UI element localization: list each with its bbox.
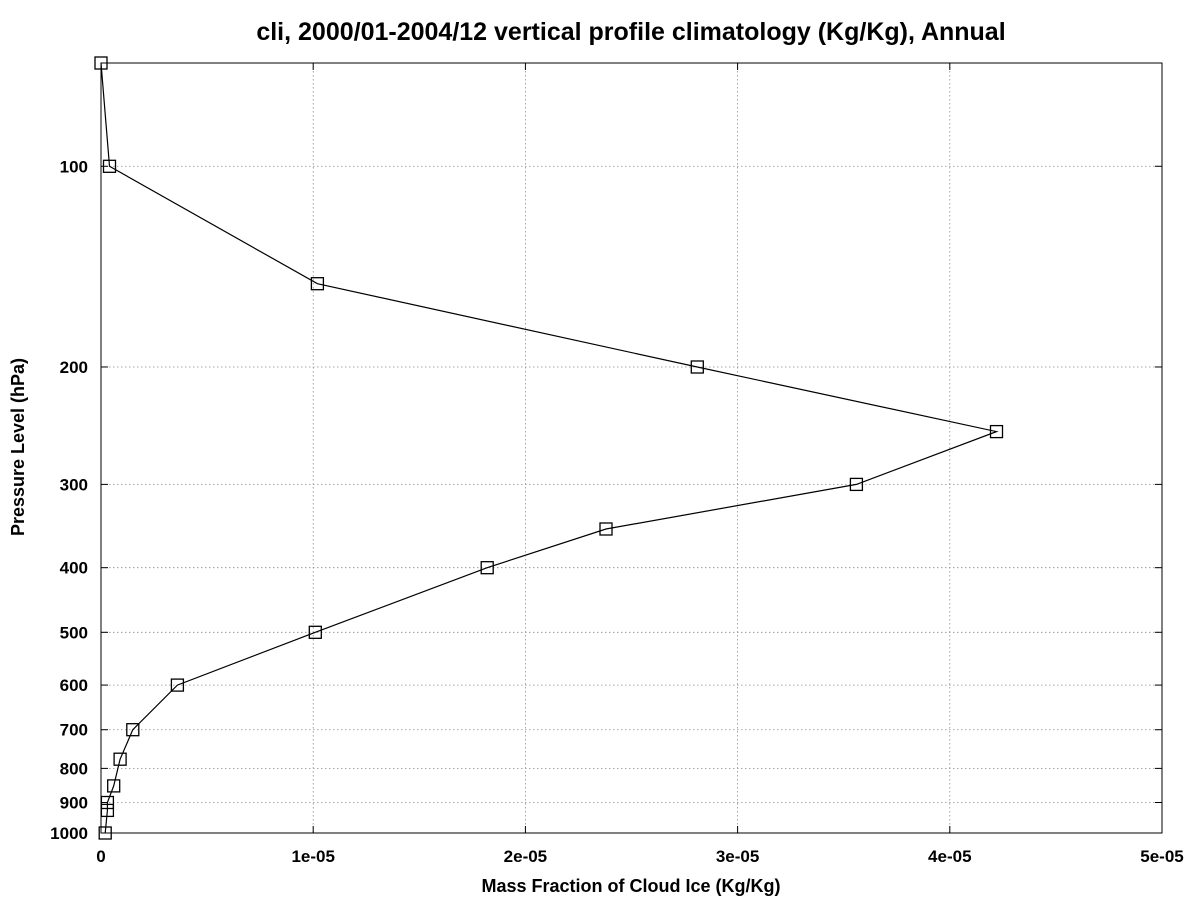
x-tick-label: 3e-05 [716,847,759,866]
y-tick-label: 400 [60,559,88,578]
data-point [849,477,864,492]
series-line [100,62,999,834]
axis-ticks: 0 1e-05 2e-05 3e-05 4e-05 5e-05 100 200 300 400 50… [50,63,1184,866]
data-point [102,159,117,173]
data-point [989,424,1004,439]
data-point [98,826,112,840]
y-tick-label: 600 [60,676,88,695]
y-tick-label: 100 [60,157,88,176]
x-axis-label: Mass Fraction of Cloud Ice (Kg/Kg) [481,876,780,896]
data-point [690,360,704,374]
data-point [308,625,322,639]
data-point [480,561,494,575]
x-tick-label: 4e-05 [928,847,971,866]
grid [101,63,1162,833]
x-tick-label: 1e-05 [291,847,334,866]
y-axis-label: Pressure Level (hPa) [8,358,28,536]
y-tick-label: 1000 [50,824,88,843]
data-point [94,56,108,70]
data-point [100,795,115,810]
y-tick-label: 800 [60,759,88,778]
data-point [310,277,325,291]
chart-title: cli, 2000/01-2004/12 vertical profile cl… [256,18,1005,46]
series [94,56,1004,840]
plot-frame [100,62,1163,834]
data-point [107,779,121,793]
data-point [170,678,185,692]
y-tick-label: 300 [60,475,88,494]
data-point [100,803,115,818]
y-tick-label: 700 [60,721,88,740]
y-tick-label: 900 [60,793,88,812]
y-tick-label: 500 [60,623,88,642]
data-point [126,723,140,737]
x-tick-label: 0 [96,847,105,866]
x-tick-label: 2e-05 [504,847,547,866]
y-tick-label: 200 [60,358,88,377]
data-point [113,752,127,766]
data-point [599,522,613,536]
x-tick-label: 5e-05 [1140,847,1183,866]
